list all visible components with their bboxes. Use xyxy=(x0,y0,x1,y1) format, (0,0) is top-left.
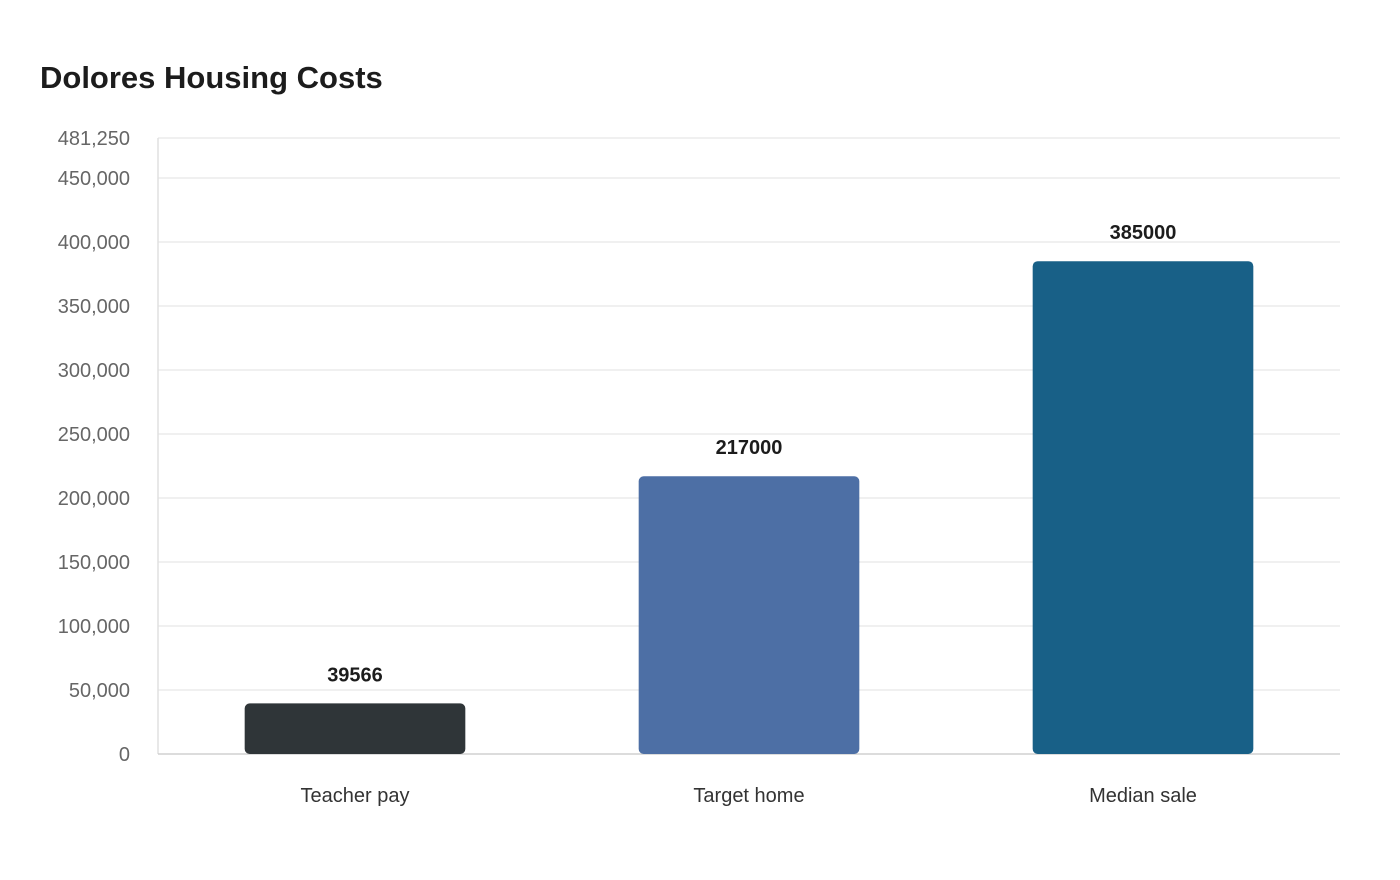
x-axis-categories: Teacher pay Target home Median sale xyxy=(301,785,1197,807)
x-category-label: Teacher pay xyxy=(301,785,410,807)
chart-title: Dolores Housing Costs xyxy=(40,60,383,95)
y-tick-label: 400,000 xyxy=(58,232,130,254)
y-tick-label: 50,000 xyxy=(69,680,130,702)
y-tick-label: 481,250 xyxy=(58,128,130,150)
y-tick-label: 100,000 xyxy=(58,616,130,638)
data-labels: 39566 217000 385000 xyxy=(327,222,1176,686)
y-tick-label: 250,000 xyxy=(58,424,130,446)
y-tick-label: 0 xyxy=(119,744,130,766)
bar xyxy=(244,703,466,754)
data-label: 385000 xyxy=(1110,222,1177,244)
y-tick-label: 450,000 xyxy=(58,168,130,190)
y-tick-label: 300,000 xyxy=(58,360,130,382)
bar xyxy=(638,476,860,754)
y-axis-ticks: 0 50,000 100,000 150,000 200,000 250,000 300,0… xyxy=(58,128,130,766)
y-tick-label: 200,000 xyxy=(58,488,130,510)
x-category-label: Median sale xyxy=(1089,785,1197,807)
y-tick-label: 150,000 xyxy=(58,552,130,574)
y-tick-label: 350,000 xyxy=(58,296,130,318)
data-label: 39566 xyxy=(327,664,383,686)
bar xyxy=(1032,261,1254,754)
data-label: 217000 xyxy=(716,437,783,459)
x-category-label: Target home xyxy=(693,785,804,807)
bars xyxy=(244,261,1254,754)
